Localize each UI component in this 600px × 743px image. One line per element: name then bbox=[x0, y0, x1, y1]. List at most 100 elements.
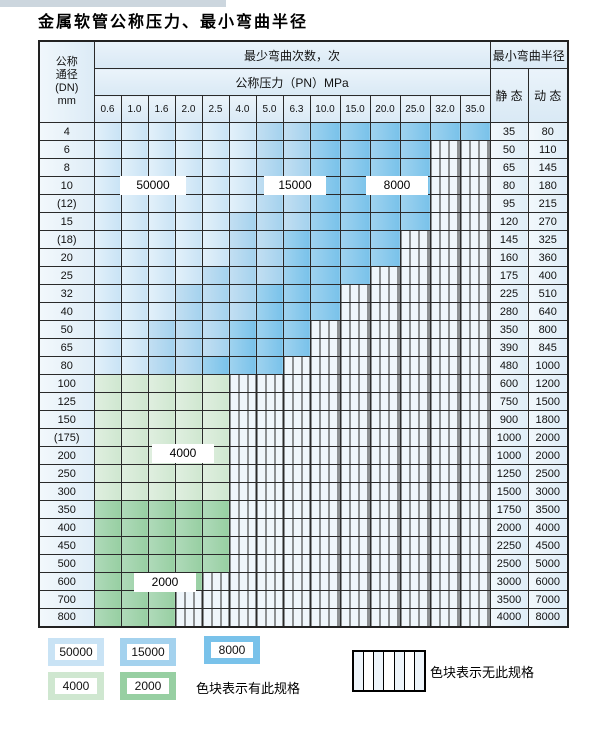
legend-has-spec-note: 色块表示有此规格 bbox=[196, 681, 301, 696]
spec-cell bbox=[255, 122, 284, 141]
table-row: 125 750 1500 bbox=[38, 392, 569, 411]
spec-cell bbox=[120, 230, 149, 249]
spec-cell bbox=[120, 356, 149, 375]
spec-cell bbox=[93, 392, 122, 411]
dynamic-radius-cell: 325 bbox=[527, 230, 569, 249]
table-row: 300 1500 3000 bbox=[38, 482, 569, 501]
spec-cell bbox=[339, 590, 371, 609]
dynamic-header: 动 态 bbox=[527, 68, 569, 123]
top-strip bbox=[0, 0, 226, 7]
static-radius-cell: 2000 bbox=[489, 518, 529, 537]
spec-cell bbox=[309, 230, 341, 249]
spec-cell bbox=[228, 500, 257, 519]
dynamic-radius-cell: 1800 bbox=[527, 410, 569, 429]
spec-cell bbox=[282, 284, 311, 303]
spec-cell bbox=[369, 230, 401, 249]
table-row: 4 35 80 bbox=[38, 122, 569, 141]
spec-cell bbox=[309, 284, 341, 303]
spec-cell bbox=[93, 374, 122, 393]
spec-cell bbox=[255, 392, 284, 411]
spec-cell bbox=[228, 320, 257, 339]
table-row: (175) 1000 2000 bbox=[38, 428, 569, 447]
spec-cell bbox=[93, 320, 122, 339]
table-row: 80 480 1000 bbox=[38, 356, 569, 375]
static-radius-cell: 1250 bbox=[489, 464, 529, 483]
spec-cell bbox=[309, 122, 341, 141]
spec-cell bbox=[399, 518, 431, 537]
spec-cell bbox=[201, 320, 230, 339]
spec-cell bbox=[369, 428, 401, 447]
spec-cell bbox=[369, 356, 401, 375]
spec-cell bbox=[282, 518, 311, 537]
spec-cell bbox=[120, 122, 149, 141]
spec-cell bbox=[399, 122, 431, 141]
no-spec-box-cell bbox=[384, 652, 395, 690]
spec-cell bbox=[309, 590, 341, 609]
spec-cell bbox=[369, 392, 401, 411]
spec-cell bbox=[228, 446, 257, 465]
spec-cell bbox=[309, 374, 341, 393]
spec-cell bbox=[339, 536, 371, 555]
pressure-value-header: 6.3 bbox=[282, 95, 311, 123]
spec-cell bbox=[429, 482, 461, 501]
spec-cell bbox=[459, 482, 491, 501]
spec-cell bbox=[339, 464, 371, 483]
dynamic-radius-cell: 2000 bbox=[527, 428, 569, 447]
dn-cell: 350 bbox=[38, 500, 95, 519]
spec-cell bbox=[309, 212, 341, 231]
spec-cell bbox=[282, 374, 311, 393]
spec-cell bbox=[369, 284, 401, 303]
spec-cell bbox=[255, 158, 284, 177]
legend-block-8000: 8000 bbox=[204, 636, 260, 664]
pressure-value-header: 2.5 bbox=[201, 95, 230, 123]
dynamic-radius-cell: 180 bbox=[527, 176, 569, 195]
dn-cell: 125 bbox=[38, 392, 95, 411]
spec-cell bbox=[369, 212, 401, 231]
spec-cell bbox=[93, 176, 122, 195]
dn-cell: 500 bbox=[38, 554, 95, 573]
spec-cell bbox=[147, 536, 176, 555]
spec-cell bbox=[429, 410, 461, 429]
spec-cell bbox=[339, 428, 371, 447]
spec-cell bbox=[429, 572, 461, 591]
dn-cell: 80 bbox=[38, 356, 95, 375]
spec-cell bbox=[459, 212, 491, 231]
spec-cell bbox=[429, 428, 461, 447]
spec-cell bbox=[255, 374, 284, 393]
spec-cell bbox=[339, 608, 371, 627]
spec-cell bbox=[255, 500, 284, 519]
spec-cell bbox=[201, 230, 230, 249]
spec-cell bbox=[201, 122, 230, 141]
spec-cell bbox=[459, 284, 491, 303]
static-radius-cell: 1000 bbox=[489, 428, 529, 447]
spec-cell bbox=[120, 608, 149, 627]
spec-cell bbox=[309, 608, 341, 627]
spec-cell bbox=[201, 608, 230, 627]
spec-cell bbox=[282, 392, 311, 411]
spec-cell bbox=[399, 608, 431, 627]
spec-cell bbox=[429, 302, 461, 321]
pressure-value-header: 15.0 bbox=[339, 95, 371, 123]
spec-cell bbox=[201, 536, 230, 555]
spec-cell bbox=[120, 284, 149, 303]
spec-cell bbox=[399, 212, 431, 231]
spec-cell bbox=[147, 392, 176, 411]
spec-cell bbox=[174, 194, 203, 213]
spec-cell bbox=[120, 464, 149, 483]
dynamic-radius-cell: 145 bbox=[527, 158, 569, 177]
spec-cell bbox=[147, 374, 176, 393]
spec-cell bbox=[459, 158, 491, 177]
spec-cell bbox=[429, 590, 461, 609]
table-row: 700 3500 7000 bbox=[38, 590, 569, 609]
spec-cell bbox=[429, 122, 461, 141]
spec-cell bbox=[339, 500, 371, 519]
table-row: (12) 95 215 bbox=[38, 194, 569, 213]
spec-cell bbox=[339, 122, 371, 141]
spec-cell bbox=[399, 338, 431, 357]
spec-cell bbox=[459, 338, 491, 357]
dn-cell: (18) bbox=[38, 230, 95, 249]
dynamic-radius-cell: 1200 bbox=[527, 374, 569, 393]
pressure-value-header: 1.6 bbox=[147, 95, 176, 123]
table-row: 450 2250 4500 bbox=[38, 536, 569, 555]
spec-cell bbox=[174, 608, 203, 627]
